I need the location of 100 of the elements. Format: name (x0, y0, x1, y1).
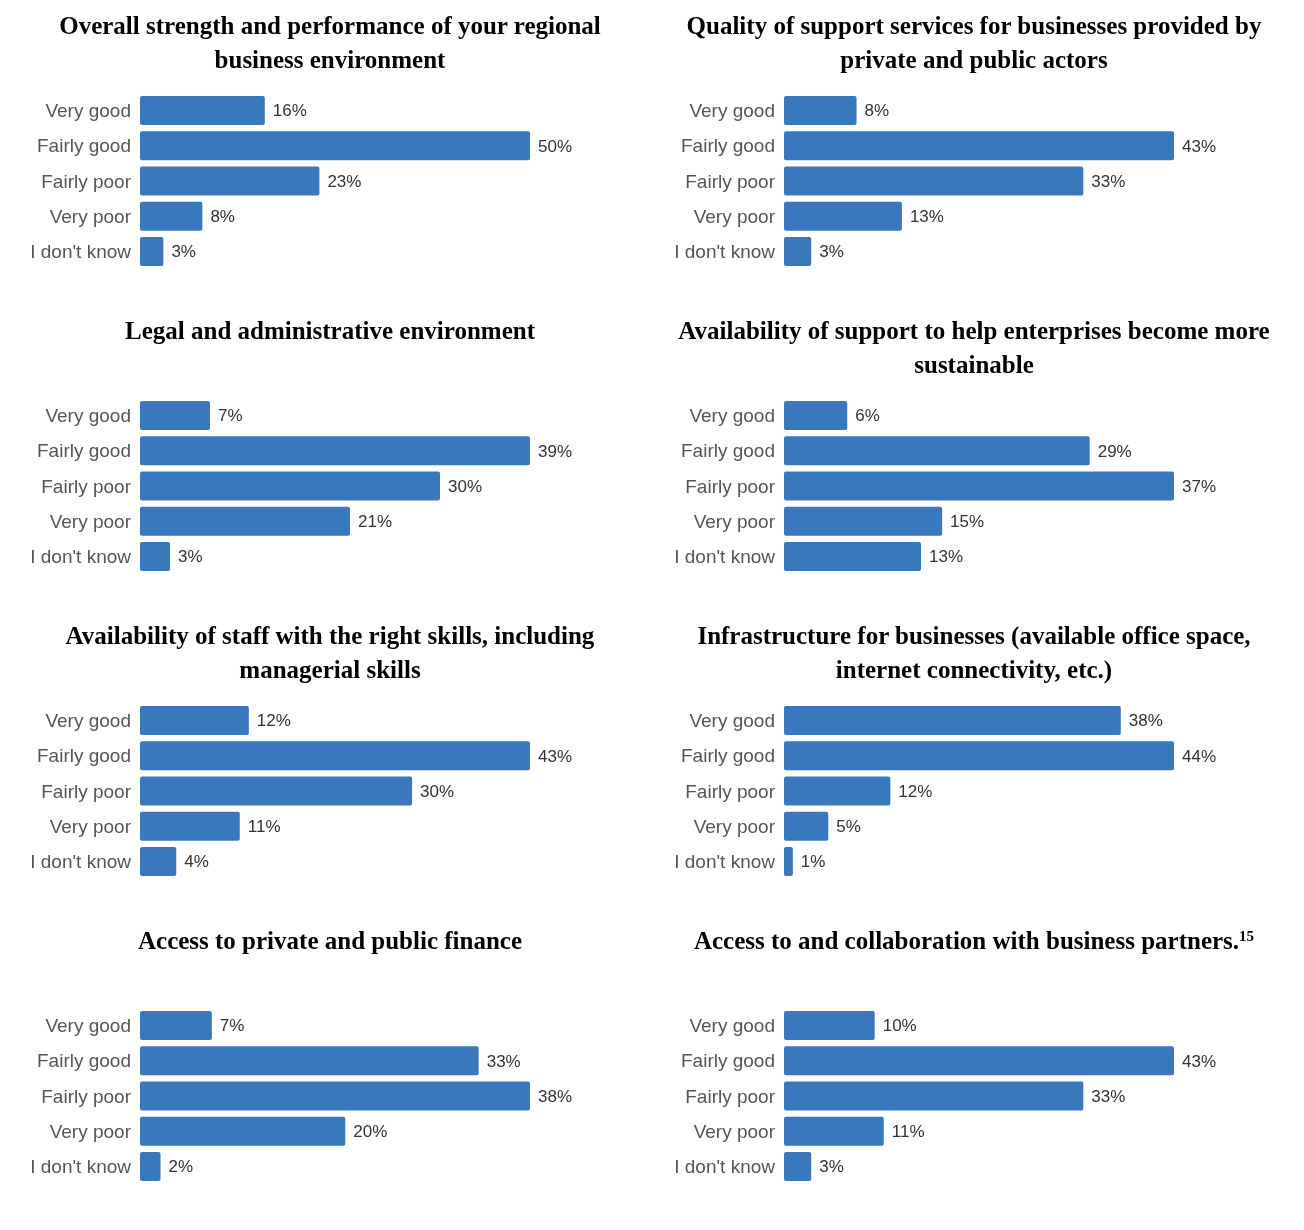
data-label: 33% (1091, 1086, 1126, 1106)
data-label: 8% (864, 101, 890, 121)
bar (140, 1081, 530, 1111)
bar (784, 1152, 812, 1181)
bar (140, 1011, 212, 1040)
bar (784, 542, 922, 571)
y-tick-label: I don't know (30, 546, 132, 568)
y-tick-label: Very good (45, 405, 131, 427)
y-tick-label: Fairly poor (41, 170, 132, 192)
bar (140, 776, 413, 806)
data-label: 3% (171, 242, 196, 262)
bar (784, 706, 1121, 735)
chart-title: Access to and collaboration with business partners.$^{15}$ (693, 927, 1255, 954)
data-label: 3% (819, 1157, 844, 1177)
y-tick-label: Very poor (49, 1120, 132, 1142)
y-tick-label: Fairly good (681, 745, 775, 767)
y-tick-label: I don't know (674, 241, 776, 263)
y-tick-label: Fairly poor (685, 1085, 776, 1107)
y-tick-label: Very poor (693, 1120, 776, 1142)
y-tick-label: Fairly good (681, 135, 775, 157)
y-tick-label: I don't know (674, 546, 776, 568)
y-tick-label: Fairly good (37, 745, 131, 767)
bar (140, 401, 210, 430)
bar (784, 96, 857, 125)
data-label: 7% (218, 406, 243, 426)
data-label: 8% (210, 207, 235, 227)
data-label: 1% (800, 852, 826, 872)
y-tick-label: Fairly poor (41, 780, 132, 802)
data-label: 5% (836, 817, 861, 837)
chart-title: Availability of staff with the right skills, including managerial skills (65, 622, 595, 683)
y-tick-label: Very poor (49, 815, 132, 837)
bar (784, 166, 1084, 196)
bar (784, 471, 1174, 501)
chart-title: Infrastructure for businesses (available office space, internet connectivity, etc.) (697, 622, 1251, 684)
data-label: 15% (950, 512, 985, 532)
bar (784, 131, 1174, 161)
bar (784, 201, 902, 231)
y-tick-label: Fairly good (681, 1050, 775, 1072)
data-label: 11% (247, 817, 281, 837)
bar (140, 542, 170, 571)
y-tick-label: I don't know (30, 1156, 132, 1178)
data-label: 21% (358, 512, 393, 532)
data-label: 10% (882, 1016, 917, 1036)
y-tick-label: I don't know (674, 1156, 776, 1178)
data-label: 33% (1091, 171, 1126, 191)
data-label: 50% (538, 136, 573, 156)
y-tick-label: Fairly good (37, 135, 131, 157)
bar (140, 201, 203, 231)
y-tick-label: Very poor (693, 205, 776, 227)
y-tick-label: Very poor (49, 510, 132, 532)
y-tick-label: Fairly good (37, 440, 131, 462)
y-tick-label: Very good (689, 1015, 775, 1037)
data-label: 13% (929, 547, 964, 567)
data-label: 43% (1182, 1051, 1217, 1071)
data-label: 23% (327, 171, 362, 191)
bar (140, 1116, 346, 1146)
y-tick-label: Very poor (49, 205, 132, 227)
bar (140, 96, 265, 125)
y-tick-label: Very good (689, 405, 775, 427)
bar (784, 811, 829, 841)
chart-title: Overall strength and performance of your regional business environment (59, 12, 601, 73)
bar (784, 1011, 875, 1040)
bar (140, 811, 240, 841)
y-tick-label: I don't know (674, 851, 776, 873)
data-label: 30% (448, 476, 483, 496)
y-tick-label: Fairly poor (41, 475, 132, 497)
bar (140, 847, 177, 876)
data-label: 39% (538, 441, 573, 461)
y-tick-label: Very good (45, 1015, 131, 1037)
data-label: 33% (486, 1051, 521, 1071)
y-tick-label: Very good (45, 710, 131, 732)
data-label: 30% (420, 781, 455, 801)
bar (784, 1046, 1174, 1076)
data-label: 2% (168, 1157, 194, 1177)
data-label: 4% (184, 852, 209, 872)
y-tick-label: Fairly good (37, 1050, 131, 1072)
bar (784, 436, 1090, 466)
data-label: 7% (219, 1016, 245, 1036)
bar (784, 1116, 884, 1146)
y-tick-label: Very good (689, 100, 775, 122)
bar (140, 131, 530, 161)
data-label: 3% (819, 242, 844, 262)
data-label: 43% (1182, 136, 1217, 156)
bar (140, 436, 530, 466)
y-tick-label: Very poor (693, 815, 776, 837)
bar (140, 237, 164, 266)
y-tick-label: Very good (689, 710, 775, 732)
data-label: 11% (891, 1122, 925, 1142)
y-tick-label: Fairly poor (685, 475, 776, 497)
data-label: 13% (909, 207, 944, 227)
y-tick-label: I don't know (30, 851, 132, 873)
data-label: 44% (1182, 746, 1217, 766)
bar (784, 847, 793, 876)
bar (140, 741, 530, 771)
data-label: 29% (1097, 441, 1132, 461)
bar (784, 401, 848, 430)
data-label: 20% (353, 1122, 388, 1142)
bar (784, 776, 891, 806)
y-tick-label: Fairly poor (685, 170, 776, 192)
bar (140, 506, 350, 536)
